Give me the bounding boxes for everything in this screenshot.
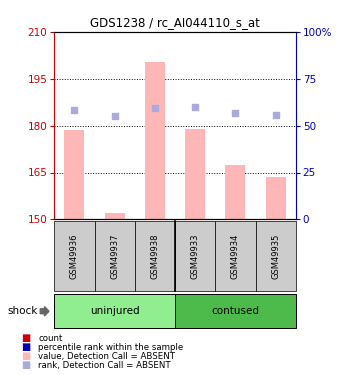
Text: percentile rank within the sample: percentile rank within the sample xyxy=(38,343,184,352)
Text: GSM49938: GSM49938 xyxy=(150,233,159,279)
Text: uninjured: uninjured xyxy=(90,306,139,316)
Point xyxy=(71,107,77,113)
Text: ■: ■ xyxy=(21,342,30,352)
Text: contused: contused xyxy=(211,306,259,316)
Text: count: count xyxy=(38,334,63,343)
Text: ■: ■ xyxy=(21,351,30,361)
Bar xyxy=(225,165,245,219)
Text: ■: ■ xyxy=(21,360,30,370)
Text: rank, Detection Call = ABSENT: rank, Detection Call = ABSENT xyxy=(38,361,171,370)
Point xyxy=(112,113,118,119)
Text: ■: ■ xyxy=(21,333,30,343)
Point xyxy=(152,105,158,111)
Text: GDS1238 / rc_AI044110_s_at: GDS1238 / rc_AI044110_s_at xyxy=(90,16,260,29)
Text: GSM49937: GSM49937 xyxy=(110,233,119,279)
Bar xyxy=(145,62,165,219)
Text: GSM49934: GSM49934 xyxy=(231,233,240,279)
Point xyxy=(232,110,238,116)
Bar xyxy=(105,213,125,219)
Text: GSM49933: GSM49933 xyxy=(191,233,199,279)
Text: GSM49935: GSM49935 xyxy=(271,233,280,279)
Bar xyxy=(185,129,205,219)
Text: GSM49936: GSM49936 xyxy=(70,233,79,279)
Point xyxy=(273,112,279,118)
Point xyxy=(193,104,198,110)
Text: value, Detection Call = ABSENT: value, Detection Call = ABSENT xyxy=(38,352,175,361)
Bar xyxy=(266,177,286,219)
Bar xyxy=(64,130,84,219)
Text: shock: shock xyxy=(7,306,37,316)
